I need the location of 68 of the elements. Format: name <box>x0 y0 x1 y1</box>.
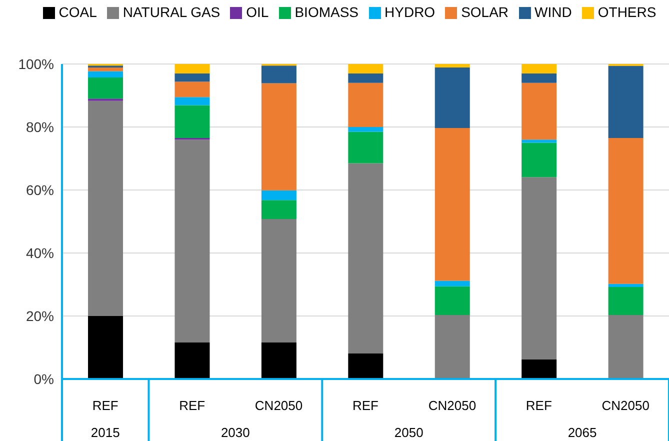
bar <box>608 138 644 284</box>
x-tick-label: REF <box>352 398 379 414</box>
bar <box>174 82 210 98</box>
text: 2050 <box>394 425 424 440</box>
bar <box>608 287 644 316</box>
text: 2015 <box>90 425 120 440</box>
y-tick-label: 100% <box>18 56 54 72</box>
bar <box>348 163 384 354</box>
legend-label: HYDRO <box>384 4 436 20</box>
bar <box>174 342 210 379</box>
bar <box>88 67 124 72</box>
bar <box>608 284 644 288</box>
bar <box>88 78 124 99</box>
y-tick-label: 80% <box>26 118 54 135</box>
bar <box>261 218 296 342</box>
bar <box>261 66 296 84</box>
bar <box>348 132 384 164</box>
x-tick-label: REF <box>526 398 552 414</box>
bar <box>522 142 557 178</box>
bar <box>522 82 557 140</box>
x-tick-label: REF <box>92 398 118 414</box>
legend-label: NATURAL GAS <box>122 4 220 20</box>
bar <box>88 100 124 316</box>
bar <box>174 140 210 342</box>
x-tick-label: CN2050 <box>428 398 476 414</box>
x-tick-label: CN2050 <box>602 398 650 414</box>
y-tick-label: 60% <box>26 182 54 198</box>
bar <box>348 73 384 83</box>
bar <box>434 128 470 281</box>
bar <box>522 140 557 143</box>
legend-label: SOLAR <box>461 4 509 20</box>
bar <box>522 359 557 379</box>
text: 2030 <box>220 425 250 440</box>
legend-label: WIND <box>534 4 572 20</box>
bar <box>261 342 296 379</box>
bar <box>608 315 644 379</box>
text: 2065 <box>568 425 597 440</box>
bar <box>174 97 210 106</box>
y-tick-label: 40% <box>26 244 54 261</box>
legend-label: BIOMASS <box>294 4 359 20</box>
x-tick-label: REF <box>179 398 206 414</box>
bar <box>88 71 124 78</box>
bar <box>88 316 124 379</box>
bar <box>434 280 470 286</box>
legend-label: OIL <box>246 4 269 20</box>
bar <box>608 66 644 138</box>
y-tick-label: 20% <box>26 308 54 324</box>
bar <box>434 67 470 128</box>
legend-label: OTHERS <box>598 4 656 20</box>
bar <box>434 315 470 379</box>
bar <box>522 177 557 360</box>
bar <box>434 286 470 316</box>
y-tick-label: 0% <box>34 370 54 387</box>
bar <box>348 82 384 127</box>
x-tick-label: CN2050 <box>254 398 303 414</box>
bar <box>261 83 296 190</box>
bar <box>348 353 384 379</box>
bar <box>522 73 557 83</box>
bar <box>522 64 557 74</box>
bar <box>348 64 384 74</box>
bar <box>348 127 384 132</box>
bar <box>174 64 210 74</box>
bar <box>174 73 210 82</box>
bar <box>261 200 296 219</box>
bar <box>174 105 210 138</box>
bar <box>434 64 470 68</box>
bar <box>261 190 296 200</box>
legend-label: COAL <box>58 4 97 20</box>
